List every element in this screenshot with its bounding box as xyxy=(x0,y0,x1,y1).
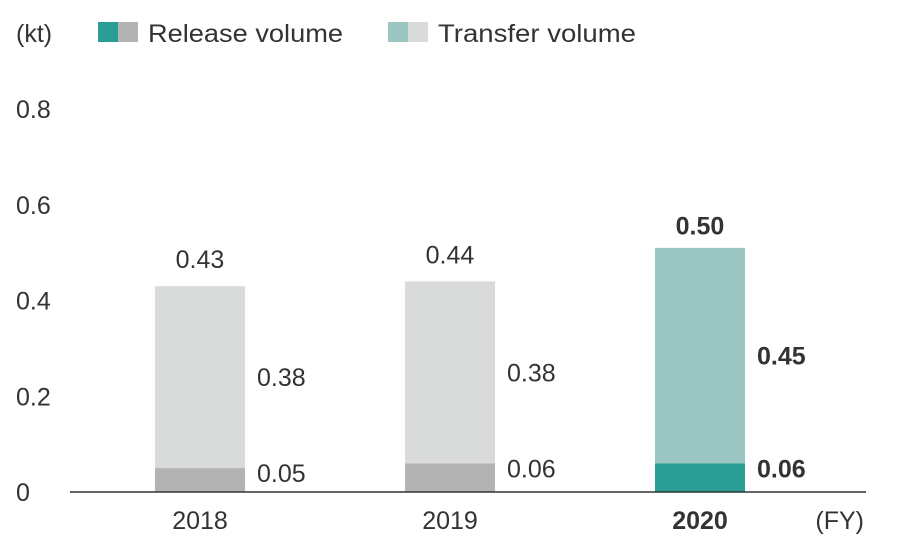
total-value-label: 0.50 xyxy=(676,213,725,241)
segment-value-label: 0.45 xyxy=(757,343,806,371)
legend-label: Transfer volume xyxy=(438,20,636,48)
segment-value-label: 0.06 xyxy=(507,455,556,483)
segment-value-label: 0.38 xyxy=(257,364,306,392)
legend: Release volume Transfer volume xyxy=(98,20,636,48)
segment-value-label: 0.05 xyxy=(257,460,306,488)
y-unit-label: (kt) xyxy=(16,20,52,48)
segment-value-label: 0.38 xyxy=(507,359,556,387)
y-axis: 0 0.2 0.4 0.6 0.8 xyxy=(16,96,51,507)
x-tick-label: 2018 xyxy=(172,507,228,535)
bar-segment xyxy=(155,468,245,492)
total-value-label: 0.44 xyxy=(426,241,475,269)
y-tick-label: 0 xyxy=(16,479,30,507)
bars: 0.05 0.38 0.43 0.06 0.38 0.44 0.06 0.45 0.50 xyxy=(155,213,806,492)
bar-segment xyxy=(405,463,495,492)
x-tick-label: 2020 xyxy=(672,507,728,535)
legend-swatch xyxy=(118,22,138,42)
legend-swatch-highlight xyxy=(98,22,118,42)
total-value-label: 0.43 xyxy=(176,246,225,274)
x-unit-label: (FY) xyxy=(815,507,864,535)
x-axis: 2018 2019 2020 xyxy=(172,507,728,535)
y-tick-label: 0.4 xyxy=(16,288,51,316)
x-tick-label: 2019 xyxy=(422,507,478,535)
y-tick-label: 0.2 xyxy=(16,383,51,411)
bar-segment xyxy=(655,463,745,492)
bar-segment xyxy=(655,247,745,464)
y-tick-label: 0.8 xyxy=(16,96,51,124)
legend-swatch-highlight xyxy=(388,22,408,42)
legend-swatch xyxy=(408,22,428,42)
segment-value-label: 0.06 xyxy=(757,455,806,483)
bar-segment xyxy=(405,281,495,464)
bar-segment xyxy=(155,286,245,469)
y-tick-label: 0.6 xyxy=(16,192,51,220)
legend-label: Release volume xyxy=(148,20,343,48)
